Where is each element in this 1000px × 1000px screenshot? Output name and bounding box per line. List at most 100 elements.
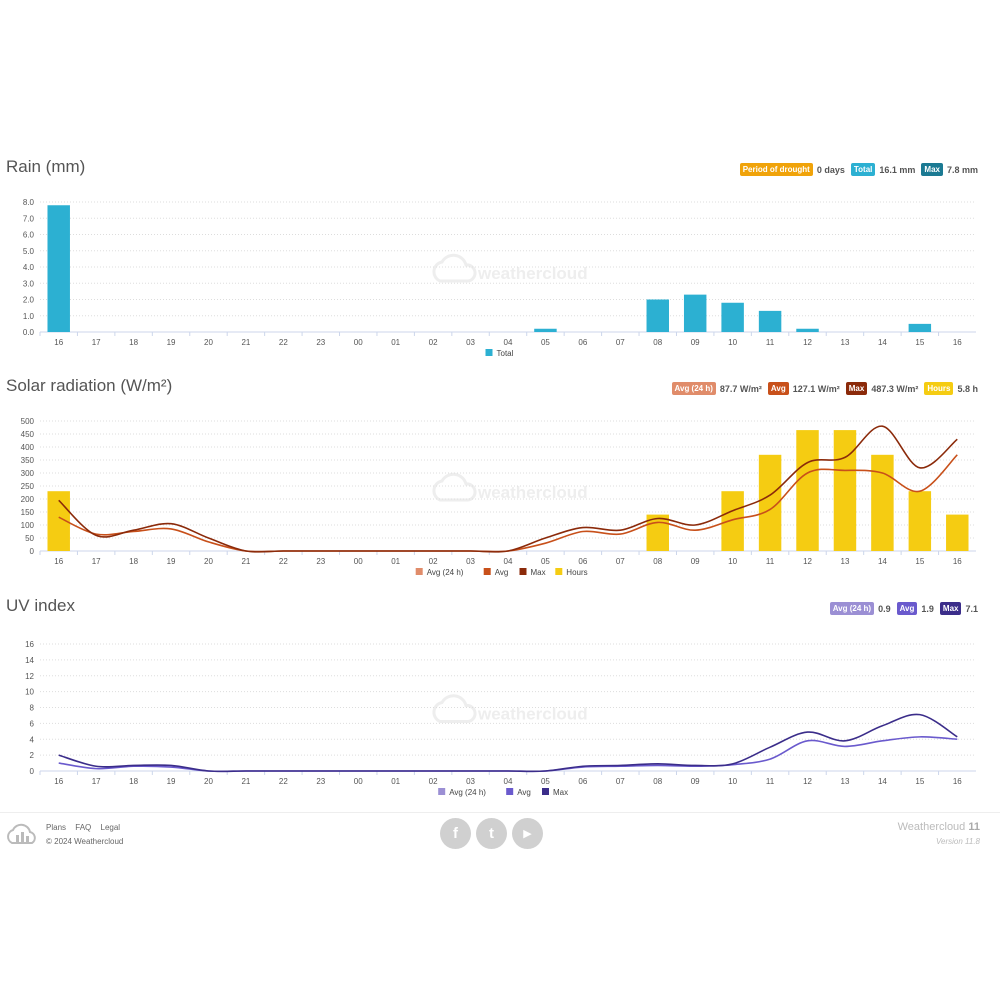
bar-hours — [833, 430, 857, 551]
x-tick-label: 04 — [504, 777, 513, 786]
legend-item: Total — [497, 349, 514, 358]
x-tick-label: 04 — [504, 557, 513, 566]
y-tick-label: 500 — [21, 417, 35, 426]
y-tick-label: 150 — [21, 508, 35, 517]
x-tick-label: 23 — [316, 557, 325, 566]
footer-links: Plans FAQ Legal — [46, 823, 127, 832]
x-tick-label: 18 — [129, 338, 138, 347]
weathercloud-logo-icon — [7, 823, 36, 844]
y-tick-label: 0 — [30, 547, 35, 556]
x-tick-label: 06 — [578, 777, 587, 786]
y-tick-label: 12 — [25, 672, 34, 681]
footer-link-plans[interactable]: Plans — [46, 823, 67, 832]
rain-panel: Rain (mm) Period of drought 0 days Total 16… — [0, 157, 1000, 367]
legend-item: Max — [553, 788, 568, 797]
y-tick-label: 0.0 — [23, 328, 35, 337]
bar-total — [534, 328, 557, 332]
x-tick-label: 03 — [466, 777, 475, 786]
x-tick-label: 16 — [953, 557, 962, 566]
y-tick-label: 350 — [21, 456, 35, 465]
legend-item: Avg (24 h) — [449, 788, 486, 797]
x-tick-label: 19 — [167, 557, 176, 566]
x-tick-label: 21 — [241, 338, 250, 347]
series-line-avg — [58, 454, 958, 553]
solar-badge-value: 127.1 W/m² — [792, 383, 840, 394]
legend-swatch — [519, 568, 527, 575]
y-tick-label: 7.0 — [23, 214, 35, 223]
legend-item: Hours — [566, 568, 587, 577]
footer-link-legal[interactable]: Legal — [100, 823, 121, 832]
uv-badge-value: 7.1 — [965, 603, 978, 614]
rain-badge-label: Total — [850, 163, 876, 176]
x-tick-label: 22 — [279, 338, 288, 347]
rain-badge-value: 16.1 mm — [879, 164, 916, 175]
twitter-icon[interactable]: t — [476, 818, 507, 849]
watermark-icon: weathercloud — [432, 472, 588, 502]
rain-badges: Period of drought 0 days Total 16.1 mm Max 7.… — [734, 163, 978, 176]
x-tick-label: 01 — [391, 777, 400, 786]
uv-badge-label: Max — [939, 602, 962, 615]
bar-total — [796, 328, 819, 332]
x-tick-label: 00 — [354, 557, 363, 566]
x-tick-label: 12 — [803, 777, 812, 786]
x-tick-label: 10 — [728, 338, 737, 347]
x-tick-label: 10 — [728, 777, 737, 786]
x-tick-label: 12 — [803, 557, 812, 566]
legend-swatch — [506, 788, 514, 795]
y-tick-label: 8 — [30, 704, 35, 713]
brand-label: Weathercloud 11 — [898, 821, 980, 833]
x-tick-label: 14 — [878, 777, 887, 786]
youtube-icon[interactable]: ▶ — [512, 818, 543, 849]
y-tick-label: 3.0 — [23, 279, 35, 288]
uv-title: UV index — [6, 596, 75, 615]
x-tick-label: 06 — [578, 338, 587, 347]
facebook-icon[interactable]: f — [440, 818, 471, 849]
x-tick-label: 05 — [541, 557, 550, 566]
bar-hours — [946, 514, 969, 551]
legend-item: Max — [531, 568, 546, 577]
copyright: © 2024 Weathercloud — [46, 837, 124, 846]
x-tick-label: 17 — [92, 557, 101, 566]
watermark-icon: weathercloud — [432, 694, 588, 724]
y-tick-label: 200 — [21, 495, 35, 504]
x-tick-label: 02 — [429, 557, 438, 566]
y-tick-label: 5.0 — [23, 247, 35, 256]
x-tick-label: 22 — [279, 557, 288, 566]
y-tick-label: 300 — [21, 469, 35, 478]
footer-link-faq[interactable]: FAQ — [75, 823, 92, 832]
y-tick-label: 4 — [30, 735, 35, 744]
bar-total — [646, 299, 669, 332]
x-tick-label: 19 — [167, 777, 176, 786]
x-tick-label: 16 — [953, 777, 962, 786]
x-tick-label: 03 — [466, 557, 475, 566]
y-tick-label: 4.0 — [23, 263, 35, 272]
brand-name: Weathercloud — [897, 821, 966, 833]
x-tick-label: 07 — [616, 338, 625, 347]
x-tick-label: 12 — [803, 338, 812, 347]
y-tick-label: 2 — [30, 751, 35, 760]
brand-version-number: 11 — [968, 821, 980, 833]
x-tick-label: 03 — [466, 338, 475, 347]
y-tick-label: 450 — [21, 430, 35, 439]
rain-badge-value: 7.8 mm — [946, 164, 978, 175]
x-tick-label: 11 — [766, 777, 775, 786]
uv-panel: UV index Avg (24 h) 0.9 Avg 1.9 Max 7.1 weath… — [0, 596, 1000, 806]
bar-hours — [758, 454, 782, 551]
solar-badge-label: Avg — [767, 382, 789, 395]
x-tick-label: 08 — [653, 557, 662, 566]
x-tick-label: 10 — [728, 557, 737, 566]
uv-badge-value: 1.9 — [921, 603, 934, 614]
x-tick-label: 06 — [578, 557, 587, 566]
x-tick-label: 09 — [691, 777, 700, 786]
bar-hours — [796, 430, 819, 551]
legend-swatch — [415, 568, 423, 575]
solar-badge-label: Max — [845, 382, 868, 395]
legend-swatch — [483, 568, 491, 575]
x-tick-label: 20 — [204, 777, 213, 786]
solar-title: Solar radiation (W/m²) — [6, 376, 173, 395]
legend-swatch — [485, 349, 493, 356]
y-tick-label: 1.0 — [23, 312, 35, 321]
rain-badge-label: Period of drought — [739, 163, 813, 176]
solar-badge-label: Hours — [924, 382, 954, 395]
